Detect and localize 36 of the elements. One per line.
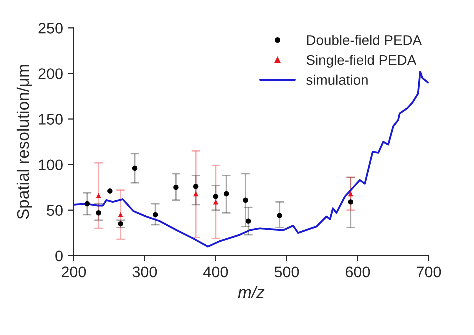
point — [118, 212, 124, 218]
y-axis-title: Spatial resolution/μm — [16, 65, 32, 220]
y-tick-label: 100 — [39, 160, 63, 171]
x-axis-title: m/z — [238, 286, 265, 298]
legend-label: Single-field PEDA — [306, 54, 417, 68]
legend-label: simulation — [306, 74, 368, 86]
point — [348, 200, 354, 205]
point — [213, 200, 219, 205]
y-tick-label: 50 — [47, 205, 63, 216]
point — [96, 210, 102, 216]
point — [174, 185, 179, 190]
point — [224, 191, 230, 197]
point — [348, 191, 354, 197]
point — [246, 218, 252, 224]
point — [84, 201, 90, 207]
point — [96, 193, 102, 198]
point — [108, 188, 113, 194]
y-tick-label: 200 — [38, 68, 63, 80]
point — [153, 212, 158, 218]
x-tick-label: 200 — [62, 266, 86, 278]
point — [213, 194, 219, 200]
x-tick-label: 400 — [204, 266, 228, 278]
y-tick-label: 0 — [56, 250, 63, 262]
line-series — [74, 70, 429, 248]
x-tick-label: 600 — [346, 266, 370, 278]
point — [277, 213, 282, 218]
x-tick-label: 300 — [132, 266, 158, 278]
point — [193, 184, 199, 190]
x-tick-label: 700 — [417, 266, 442, 278]
legend-label: Double-field PEDA — [307, 35, 422, 46]
point — [132, 166, 138, 172]
y-tick-label: 150 — [39, 114, 63, 125]
point — [243, 198, 248, 203]
y-tick-label: 250 — [38, 23, 63, 34]
point — [193, 191, 199, 197]
x-tick-label: 500 — [274, 266, 300, 278]
